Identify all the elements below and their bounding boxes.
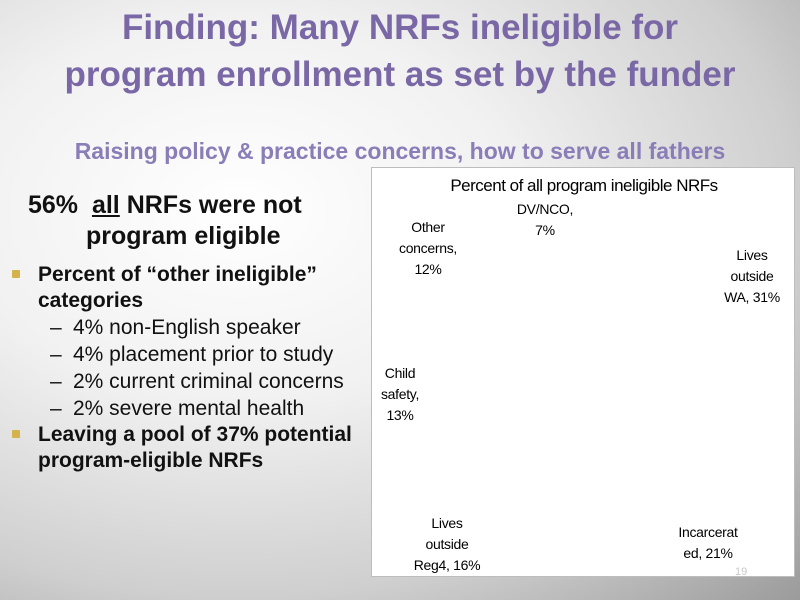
sub-bullet-text: 4% non-English speaker [73, 316, 301, 339]
page-number: 19 [735, 566, 748, 578]
sub-bullet: – 4% non-English speaker [10, 314, 368, 341]
slice-label-lives-outside-reg4: Lives outside Reg4, 16% [413, 515, 481, 573]
slice-label-other-concerns: Other concerns, 12% [399, 219, 457, 277]
bullet-text: Percent of “other ineligible” categories [38, 263, 317, 312]
slice-label-lives-outside-wa: Lives outside WA, 31% [724, 247, 780, 305]
dash-icon: – [50, 316, 62, 339]
sub-bullet: – 2% severe mental health [10, 395, 368, 422]
sub-bullet-text: 2% current criminal concerns [73, 370, 344, 393]
bullet-square-icon [12, 270, 20, 278]
headline-pct: 56% [28, 191, 79, 219]
slide-title-line2: program enrollment as set by the funder [64, 55, 736, 94]
dash-icon: – [50, 370, 62, 393]
bullet-square-icon [12, 430, 20, 438]
sub-bullet: – 2% current criminal concerns [10, 368, 368, 395]
sub-bullet-text: 4% placement prior to study [73, 343, 334, 366]
sub-bullet-text: 2% severe mental health [73, 397, 305, 420]
slice-label-child-safety: Child safety, 13% [380, 365, 420, 423]
slice-label-dv-nco: DV/NCO, 7% [516, 201, 574, 238]
headline-rest-line1: NRFs were not [126, 191, 302, 219]
bullet-text: Leaving a pool of 37% potential program-… [38, 423, 352, 472]
slide-title-line1: Finding: Many NRFs ineligible for [121, 8, 679, 47]
bullet-other-categories: Percent of “other ineligible” categories [10, 262, 368, 314]
slice-label-incarcerated: Incarcerat ed, 21% [678, 524, 738, 561]
dash-icon: – [50, 397, 62, 420]
headline-rest-line2: program eligible [86, 222, 281, 250]
headline-all: all [91, 191, 120, 219]
chart-title: Percent of all program ineligible NRFs [450, 176, 718, 195]
bullet-remaining-pool: Leaving a pool of 37% potential program-… [10, 422, 368, 474]
sub-bullet: – 4% placement prior to study [10, 341, 368, 368]
slide-title: Finding: Many NRFs ineligible for progra… [0, 4, 800, 98]
pie-chart: Percent of all program ineligible NRFs D… [371, 167, 795, 577]
headline-stat: 56% all NRFs were not program eligible [10, 190, 368, 252]
slide-subtitle: Raising policy & practice concerns, how … [74, 138, 726, 164]
left-text-panel: 56% all NRFs were not program eligible P… [10, 190, 368, 474]
dash-icon: – [50, 343, 62, 366]
